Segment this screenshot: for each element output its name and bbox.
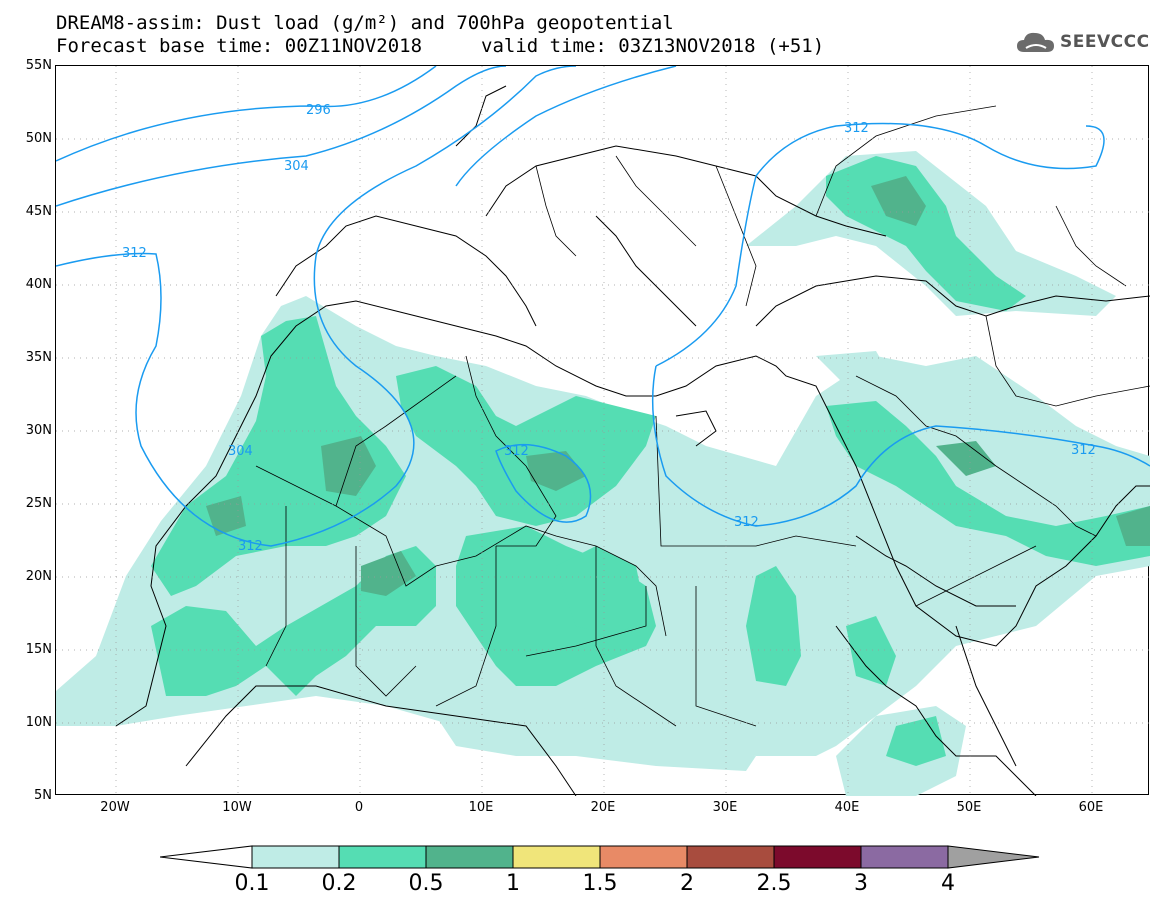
- lat-label: 40N: [25, 277, 52, 292]
- colorbar-bin: [425, 845, 514, 869]
- lon-label: 60E: [1078, 800, 1104, 815]
- contour-label: 312: [844, 121, 869, 136]
- lon-label: 0: [354, 800, 364, 815]
- colorbar-min-arrow: [160, 845, 253, 869]
- lat-label: 35N: [25, 350, 52, 365]
- colorbar-label: 0.1: [234, 871, 270, 896]
- lat-label: 30N: [25, 423, 52, 438]
- contour-label: 312: [238, 539, 263, 554]
- contour-label: 312: [504, 444, 529, 459]
- logo-text: SEEVCCC: [1060, 32, 1150, 52]
- colorbar-label: 4: [941, 871, 955, 896]
- colorbar-bin: [686, 845, 775, 869]
- geopotential-contours: [55, 65, 1151, 547]
- lon-label: 20W: [100, 800, 130, 815]
- forecast-base-time: Forecast base time: 00Z11NOV2018: [56, 35, 423, 57]
- contour-labels: 296 304 312 312 304 312 312 312 312: [122, 103, 1096, 554]
- colorbar-label: 2.5: [756, 871, 792, 896]
- lat-label: 25N: [25, 496, 52, 511]
- colorbar-label: 2: [680, 871, 694, 896]
- colorbar-bin: [251, 845, 340, 869]
- lon-label: 10W: [222, 800, 252, 815]
- colorbar-max-arrow: [947, 845, 1040, 869]
- country-borders: [255, 105, 1151, 727]
- contour-label: 304: [284, 159, 309, 174]
- lon-label: 30E: [712, 800, 738, 815]
- lat-label: 45N: [25, 204, 52, 219]
- lat-label: 5N: [34, 788, 52, 803]
- map-title: DREAM8-assim: Dust load (g/m²) and 700hP…: [56, 12, 674, 34]
- lat-label: 15N: [25, 642, 52, 657]
- contour-label: 312: [734, 515, 759, 530]
- gridlines: [56, 66, 1150, 796]
- colorbar: [160, 845, 1040, 869]
- dust-dark-layer: [206, 176, 1150, 596]
- lon-label: 40E: [834, 800, 860, 815]
- lon-label: 10E: [468, 800, 494, 815]
- cloud-icon: [1017, 32, 1054, 52]
- contour-label: 312: [122, 246, 147, 261]
- colorbar-bin: [860, 845, 949, 869]
- coastlines: [115, 85, 1151, 797]
- lat-label: 55N: [25, 58, 52, 73]
- colorbar-bin: [338, 845, 427, 869]
- colorbar-label: 1: [506, 871, 520, 896]
- colorbar-label: 1.5: [582, 871, 618, 896]
- colorbar-bin: [773, 845, 862, 869]
- contour-label: 312: [1071, 443, 1096, 458]
- colorbar-label: 0.5: [408, 871, 444, 896]
- lon-label: 50E: [956, 800, 982, 815]
- contour-label: 304: [228, 444, 253, 459]
- colorbar-bin: [512, 845, 601, 869]
- map-canvas: 296 304 312 312 304 312 312 312 312: [55, 65, 1151, 797]
- lat-label: 50N: [25, 131, 52, 146]
- seevccc-logo: SEEVCCC: [1016, 28, 1156, 56]
- colorbar-label: 3: [854, 871, 868, 896]
- lat-label: 20N: [25, 569, 52, 584]
- colorbar-bin: [599, 845, 688, 869]
- lat-label: 10N: [25, 715, 52, 730]
- valid-time: valid time: 03Z13NOV2018 (+51): [481, 35, 825, 57]
- colorbar-label: 0.2: [321, 871, 357, 896]
- lon-label: 20E: [590, 800, 616, 815]
- map-panel: 296 304 312 312 304 312 312 312 312: [55, 65, 1151, 797]
- contour-label: 296: [306, 103, 331, 118]
